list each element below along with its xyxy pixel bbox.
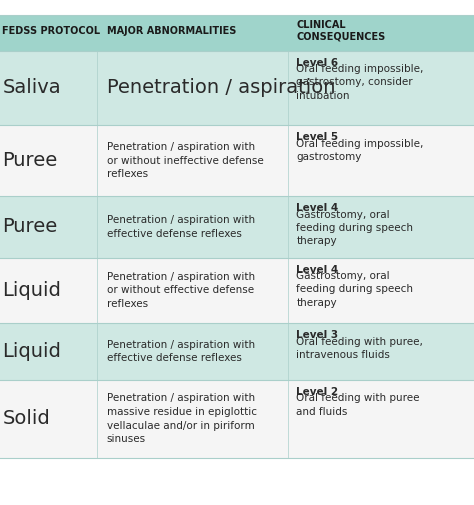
Text: Saliva: Saliva bbox=[2, 78, 61, 97]
Text: Penetration / aspiration: Penetration / aspiration bbox=[107, 78, 335, 97]
Text: Oral feeding impossible,
gastrostomy, consider
intubation: Oral feeding impossible, gastrostomy, co… bbox=[296, 64, 424, 100]
Text: Penetration / aspiration with
effective defense reflexes: Penetration / aspiration with effective … bbox=[107, 340, 255, 363]
Bar bbox=[0, 323, 474, 380]
Bar bbox=[0, 196, 474, 258]
Text: Gastrostomy, oral
feeding during speech
therapy: Gastrostomy, oral feeding during speech … bbox=[296, 210, 413, 246]
Text: Level 2: Level 2 bbox=[296, 387, 338, 397]
Text: Gastrostomy, oral
feeding during speech
therapy: Gastrostomy, oral feeding during speech … bbox=[296, 271, 413, 308]
Text: Level 4: Level 4 bbox=[296, 265, 338, 275]
Text: CLINICAL
CONSEQUENCES: CLINICAL CONSEQUENCES bbox=[296, 20, 385, 42]
Bar bbox=[0, 380, 474, 458]
Bar bbox=[0, 258, 474, 323]
Text: Penetration / aspiration with
or without effective defense
reflexes: Penetration / aspiration with or without… bbox=[107, 272, 255, 309]
Text: Penetration / aspiration with
or without ineffective defense
reflexes: Penetration / aspiration with or without… bbox=[107, 142, 264, 179]
Text: Level 4: Level 4 bbox=[296, 203, 338, 213]
Text: Puree: Puree bbox=[2, 151, 58, 170]
Text: Level 3: Level 3 bbox=[296, 330, 338, 340]
Text: Oral feeding with puree,
intravenous fluids: Oral feeding with puree, intravenous flu… bbox=[296, 337, 423, 360]
Bar bbox=[0, 125, 474, 196]
Text: Level 6: Level 6 bbox=[296, 58, 338, 68]
Text: Level 5: Level 5 bbox=[296, 132, 338, 142]
Text: Liquid: Liquid bbox=[2, 281, 61, 300]
Text: Penetration / aspiration with
effective defense reflexes: Penetration / aspiration with effective … bbox=[107, 215, 255, 238]
Text: MAJOR ABNORMALITIES: MAJOR ABNORMALITIES bbox=[107, 26, 236, 36]
Text: Liquid: Liquid bbox=[2, 342, 61, 361]
Bar bbox=[0, 50, 474, 125]
Text: Solid: Solid bbox=[2, 410, 50, 428]
Text: Oral feeding impossible,
gastrostomy: Oral feeding impossible, gastrostomy bbox=[296, 139, 424, 162]
Text: Puree: Puree bbox=[2, 217, 58, 236]
Text: Oral feeding with puree
and fluids: Oral feeding with puree and fluids bbox=[296, 393, 420, 417]
Text: FEDSS PROTOCOL: FEDSS PROTOCOL bbox=[2, 26, 100, 36]
Bar bbox=[0, 15, 474, 50]
Text: Penetration / aspiration with
massive residue in epiglottic
vellaculae and/or in: Penetration / aspiration with massive re… bbox=[107, 393, 256, 444]
